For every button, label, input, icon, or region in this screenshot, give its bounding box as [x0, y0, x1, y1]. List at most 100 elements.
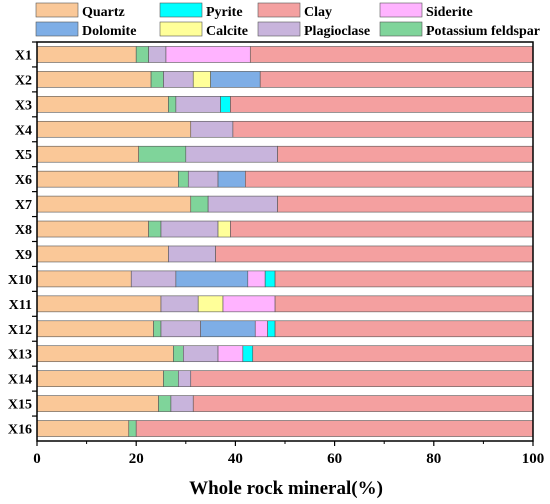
bar-x2-quartz: [36, 71, 152, 88]
bar-x14-potassium-feldspar: [163, 370, 179, 387]
bar-x11-siderite: [222, 295, 276, 313]
y-tick-label-x14: X14: [8, 373, 32, 388]
bar-x13-pyrite: [242, 345, 254, 363]
y-tick-label-x1: X1: [15, 48, 32, 63]
bar-x11-calcite: [197, 295, 224, 313]
legend-swatch-siderite: [379, 2, 423, 18]
bar-x14-plagioclase: [178, 370, 192, 387]
bar-x3-quartz: [36, 96, 169, 113]
y-tick-label-x7: X7: [15, 198, 32, 213]
legend-label-calcite: Calcite: [206, 24, 248, 39]
bar-x3-plagioclase: [175, 96, 221, 113]
x-tick-label-60: 60: [327, 451, 342, 467]
axes: X1 X2 X3 X4 X5 X6 X7 X8 X9 X10 X11 X12 X13 X14 X15 X160…: [8, 41, 545, 467]
bar-x13-siderite: [217, 345, 244, 363]
bar-x10-siderite: [247, 270, 266, 288]
x-tick-label-20: 20: [129, 451, 144, 467]
bar-x8-quartz: [36, 220, 149, 238]
x-tick-label-0: 0: [33, 451, 41, 467]
bars: [36, 46, 534, 437]
legend-swatch-calcite: [159, 21, 203, 37]
legend-label-quartz: Quartz: [82, 5, 125, 20]
legend-swatch-clay: [257, 2, 301, 18]
legend-swatch-plagioclase: [257, 21, 301, 37]
x-tick-label-40: 40: [228, 451, 243, 467]
y-tick-label-x5: X5: [15, 148, 32, 163]
legend: Quartz Pyrite Clay Siderite Dolomite Calcite P…: [35, 2, 540, 39]
bar-x8-potassium-feldspar: [148, 220, 162, 238]
bar-x11-plagioclase: [160, 295, 199, 313]
y-tick-label-x11: X11: [9, 298, 32, 313]
bar-x14-clay: [190, 370, 534, 387]
bar-x5-clay: [277, 145, 534, 163]
bar-x10-clay: [274, 270, 534, 288]
bar-x7-potassium-feldspar: [190, 195, 209, 213]
bar-x8-plagioclase: [160, 220, 219, 238]
bar-x3-clay: [230, 96, 534, 113]
bar-x1-potassium-feldspar: [135, 46, 149, 63]
y-tick-label-x3: X3: [15, 98, 32, 113]
bar-x9-plagioclase: [168, 245, 216, 263]
legend-swatch-pyrite: [159, 2, 203, 18]
bar-x15-quartz: [36, 395, 159, 412]
bar-x14-quartz: [36, 370, 164, 387]
bar-x1-siderite: [165, 46, 251, 63]
bar-x15-potassium-feldspar: [158, 395, 172, 412]
y-tick-label-x12: X12: [8, 323, 32, 338]
bar-x1-plagioclase: [148, 46, 167, 63]
legend-swatch-dolomite: [35, 21, 79, 37]
bar-x16-quartz: [36, 420, 130, 437]
y-tick-label-x10: X10: [8, 273, 32, 288]
bar-x3-potassium-feldspar: [168, 96, 177, 113]
bar-x9-clay: [215, 245, 534, 263]
bar-x13-potassium-feldspar: [173, 345, 184, 363]
bar-x9-quartz: [36, 245, 169, 263]
bar-x4-plagioclase: [190, 120, 234, 138]
bar-x4-clay: [232, 120, 534, 138]
bar-x5-plagioclase: [185, 145, 278, 163]
bar-x4-quartz: [36, 120, 192, 138]
y-tick-label-x9: X9: [15, 248, 32, 263]
y-tick-label-x8: X8: [15, 223, 32, 238]
bar-x12-quartz: [36, 320, 154, 338]
bar-x13-quartz: [36, 345, 174, 363]
bar-x2-plagioclase: [163, 71, 194, 88]
bar-x2-dolomite: [210, 71, 261, 88]
y-tick-label-x4: X4: [15, 123, 32, 138]
bar-x12-clay: [274, 320, 534, 338]
bar-x15-plagioclase: [170, 395, 194, 412]
bar-x16-potassium-feldspar: [128, 420, 137, 437]
bar-x6-potassium-feldspar: [178, 170, 189, 188]
legend-label-potassium-feldspar: Potassium feldspar: [426, 24, 540, 39]
legend-swatch-quartz: [35, 2, 79, 18]
legend-swatch-potassium-feldspar: [379, 21, 423, 37]
bar-x6-quartz: [36, 170, 179, 188]
legend-label-pyrite: Pyrite: [206, 5, 243, 20]
y-tick-label-x6: X6: [15, 173, 32, 188]
bar-x3-pyrite: [220, 96, 231, 113]
y-tick-label-x16: X16: [8, 423, 32, 438]
x-tick-label-80: 80: [426, 451, 441, 467]
bar-x6-plagioclase: [187, 170, 219, 188]
bar-x1-clay: [249, 46, 534, 63]
legend-label-siderite: Siderite: [426, 5, 473, 20]
bar-x7-plagioclase: [207, 195, 278, 213]
bar-x11-clay: [274, 295, 534, 313]
bar-x13-clay: [252, 345, 534, 363]
bar-x12-potassium-feldspar: [153, 320, 162, 338]
bar-x6-dolomite: [217, 170, 246, 188]
bar-x7-clay: [277, 195, 534, 213]
bar-x7-quartz: [36, 195, 192, 213]
legend-label-plagioclase: Plagioclase: [304, 24, 370, 39]
bar-x8-clay: [230, 220, 534, 238]
bar-x10-dolomite: [175, 270, 249, 288]
bar-x8-calcite: [217, 220, 231, 238]
bar-x13-plagioclase: [183, 345, 219, 363]
bar-x5-quartz: [36, 145, 139, 163]
bar-x12-plagioclase: [160, 320, 201, 338]
bar-x2-potassium-feldspar: [150, 71, 164, 88]
x-tick-label-100: 100: [522, 451, 545, 467]
bar-x15-clay: [192, 395, 534, 412]
bar-x2-calcite: [192, 71, 211, 88]
